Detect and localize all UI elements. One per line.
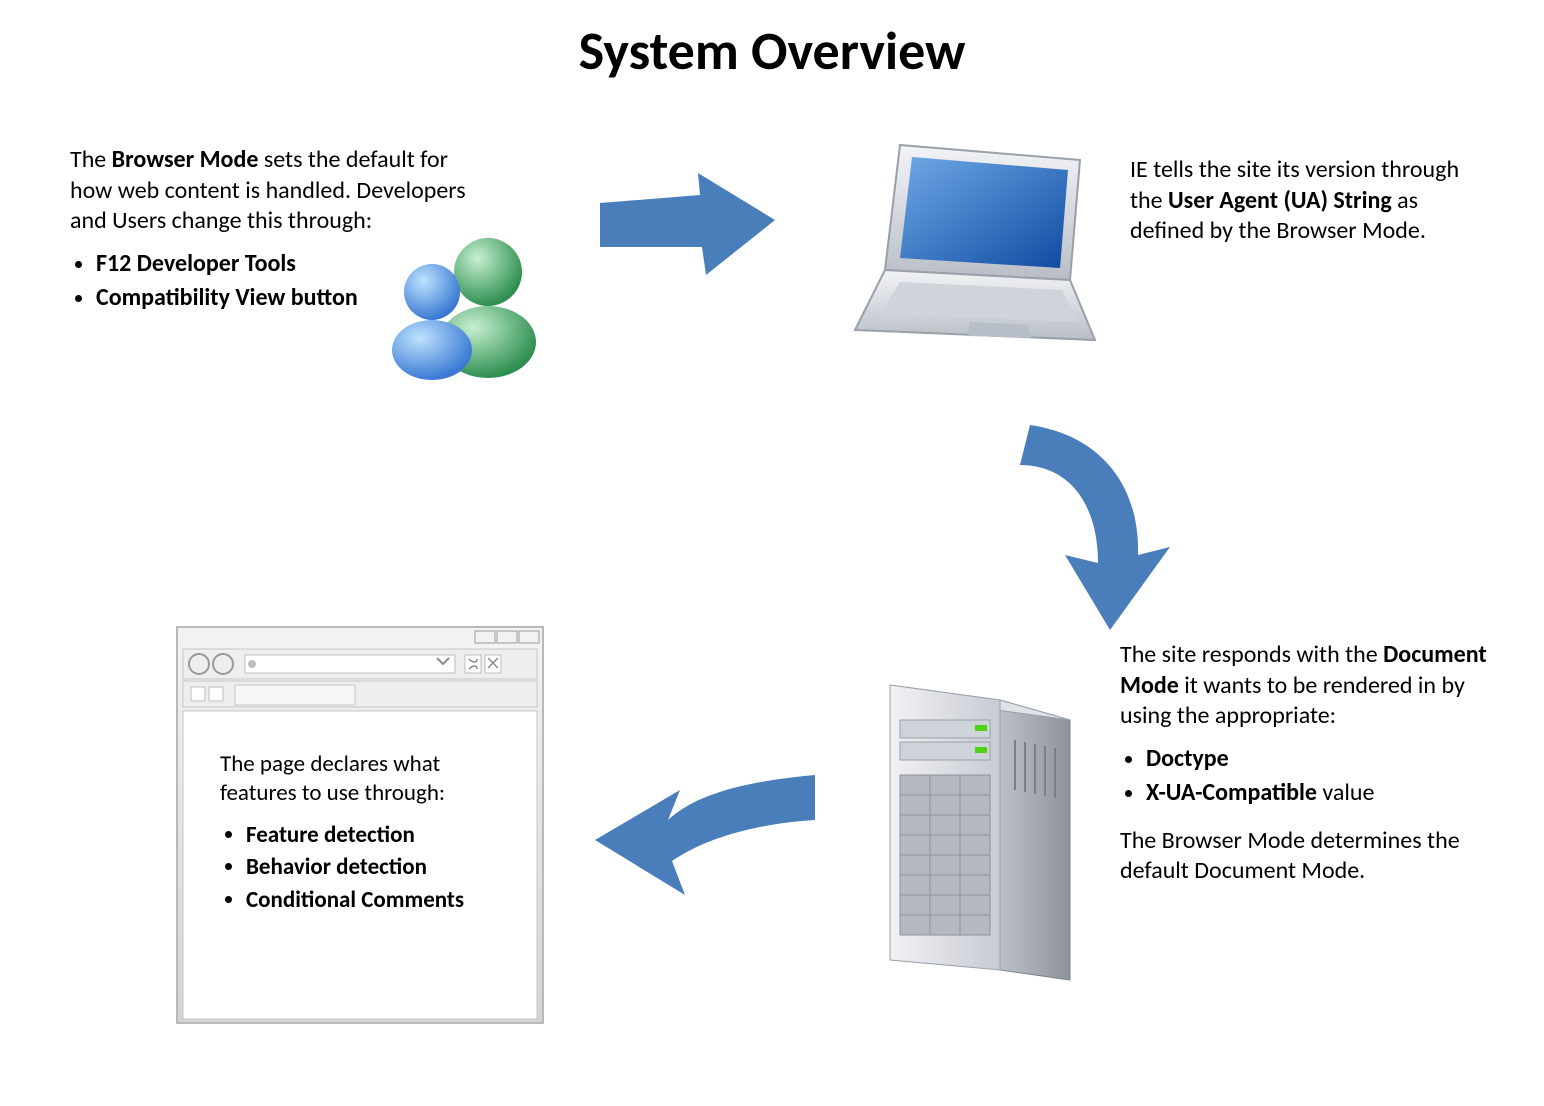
arrow-curve-down-icon <box>1010 415 1180 635</box>
text-span: value <box>1317 778 1374 807</box>
list-item: Behavior detection <box>246 853 510 882</box>
text-span: The page declares what features to use t… <box>220 750 445 807</box>
document-mode-text: The site responds with the Document Mode… <box>1120 640 1500 887</box>
bullet-list: Doctype X-UA-Compatible value <box>1120 744 1500 808</box>
diagram-canvas: System Overview The Browser Mode sets th… <box>0 0 1544 1106</box>
server-icon <box>870 680 1080 1000</box>
text-span: The Browser Mode determines the default … <box>1120 826 1460 886</box>
bold-text: F12 Developer Tools <box>96 249 296 278</box>
page-title: System Overview <box>0 18 1544 84</box>
laptop-icon <box>830 140 1100 370</box>
user-agent-text: IE tells the site its version through th… <box>1130 155 1460 247</box>
people-icon <box>380 210 540 380</box>
list-item: Conditional Comments <box>246 886 510 915</box>
bold-text: Behavior detection <box>246 853 427 881</box>
bold-text: Conditional Comments <box>246 886 464 914</box>
list-item: Doctype <box>1146 744 1500 775</box>
bold-text: Doctype <box>1146 744 1229 773</box>
list-item: X-UA-Compatible value <box>1146 778 1500 809</box>
text-span: The <box>70 145 112 174</box>
bold-text: Compatibility View button <box>96 283 358 312</box>
bullet-list: Feature detection Behavior detection Con… <box>220 821 510 915</box>
bold-text: Feature detection <box>246 821 415 849</box>
bold-text: User Agent (UA) String <box>1168 186 1392 215</box>
page-features-text: The page declares what features to use t… <box>220 750 510 918</box>
bold-text: Browser Mode <box>112 145 259 174</box>
arrow-right-icon <box>590 165 780 285</box>
arrow-curve-left-icon <box>590 765 820 905</box>
text-span: The site responds with the <box>1120 640 1383 669</box>
bold-text: X-UA-Compatible <box>1146 778 1317 807</box>
list-item: Feature detection <box>246 821 510 850</box>
